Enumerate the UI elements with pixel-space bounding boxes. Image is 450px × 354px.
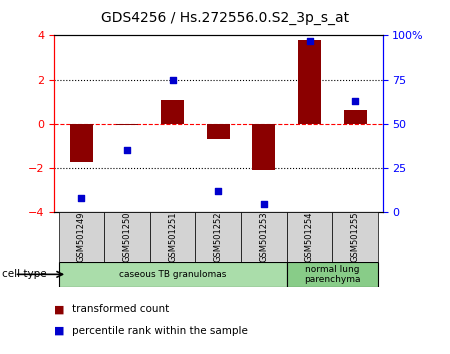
Text: percentile rank within the sample: percentile rank within the sample: [72, 326, 248, 336]
Point: [260, 201, 267, 206]
Bar: [298, 40, 321, 124]
Text: ■: ■: [54, 326, 64, 336]
Bar: [207, 124, 230, 139]
FancyBboxPatch shape: [287, 212, 332, 262]
Bar: [161, 99, 184, 124]
Text: caseous TB granulomas: caseous TB granulomas: [119, 270, 226, 279]
FancyBboxPatch shape: [58, 212, 104, 262]
Point: [306, 38, 313, 44]
FancyBboxPatch shape: [58, 262, 287, 287]
FancyBboxPatch shape: [287, 262, 378, 287]
FancyBboxPatch shape: [332, 212, 378, 262]
Bar: [252, 124, 275, 170]
Bar: [116, 124, 139, 125]
Point: [78, 195, 85, 201]
FancyBboxPatch shape: [104, 212, 150, 262]
FancyBboxPatch shape: [150, 212, 195, 262]
Bar: [344, 109, 367, 124]
Point: [169, 77, 176, 82]
Text: transformed count: transformed count: [72, 304, 169, 314]
Text: ■: ■: [54, 304, 64, 314]
Bar: [70, 124, 93, 161]
Point: [215, 188, 222, 194]
Text: GSM501250: GSM501250: [122, 212, 131, 262]
FancyBboxPatch shape: [241, 212, 287, 262]
Point: [351, 98, 359, 104]
Text: GSM501255: GSM501255: [351, 212, 360, 262]
Text: GSM501252: GSM501252: [214, 212, 223, 262]
Text: normal lung
parenchyma: normal lung parenchyma: [304, 265, 360, 284]
Text: GSM501254: GSM501254: [305, 212, 314, 262]
Text: GDS4256 / Hs.272556.0.S2_3p_s_at: GDS4256 / Hs.272556.0.S2_3p_s_at: [101, 11, 349, 25]
Text: GSM501253: GSM501253: [259, 212, 268, 263]
Text: GSM501249: GSM501249: [77, 212, 86, 262]
FancyBboxPatch shape: [195, 212, 241, 262]
Text: cell type: cell type: [2, 269, 47, 279]
Text: GSM501251: GSM501251: [168, 212, 177, 262]
Point: [123, 148, 130, 153]
